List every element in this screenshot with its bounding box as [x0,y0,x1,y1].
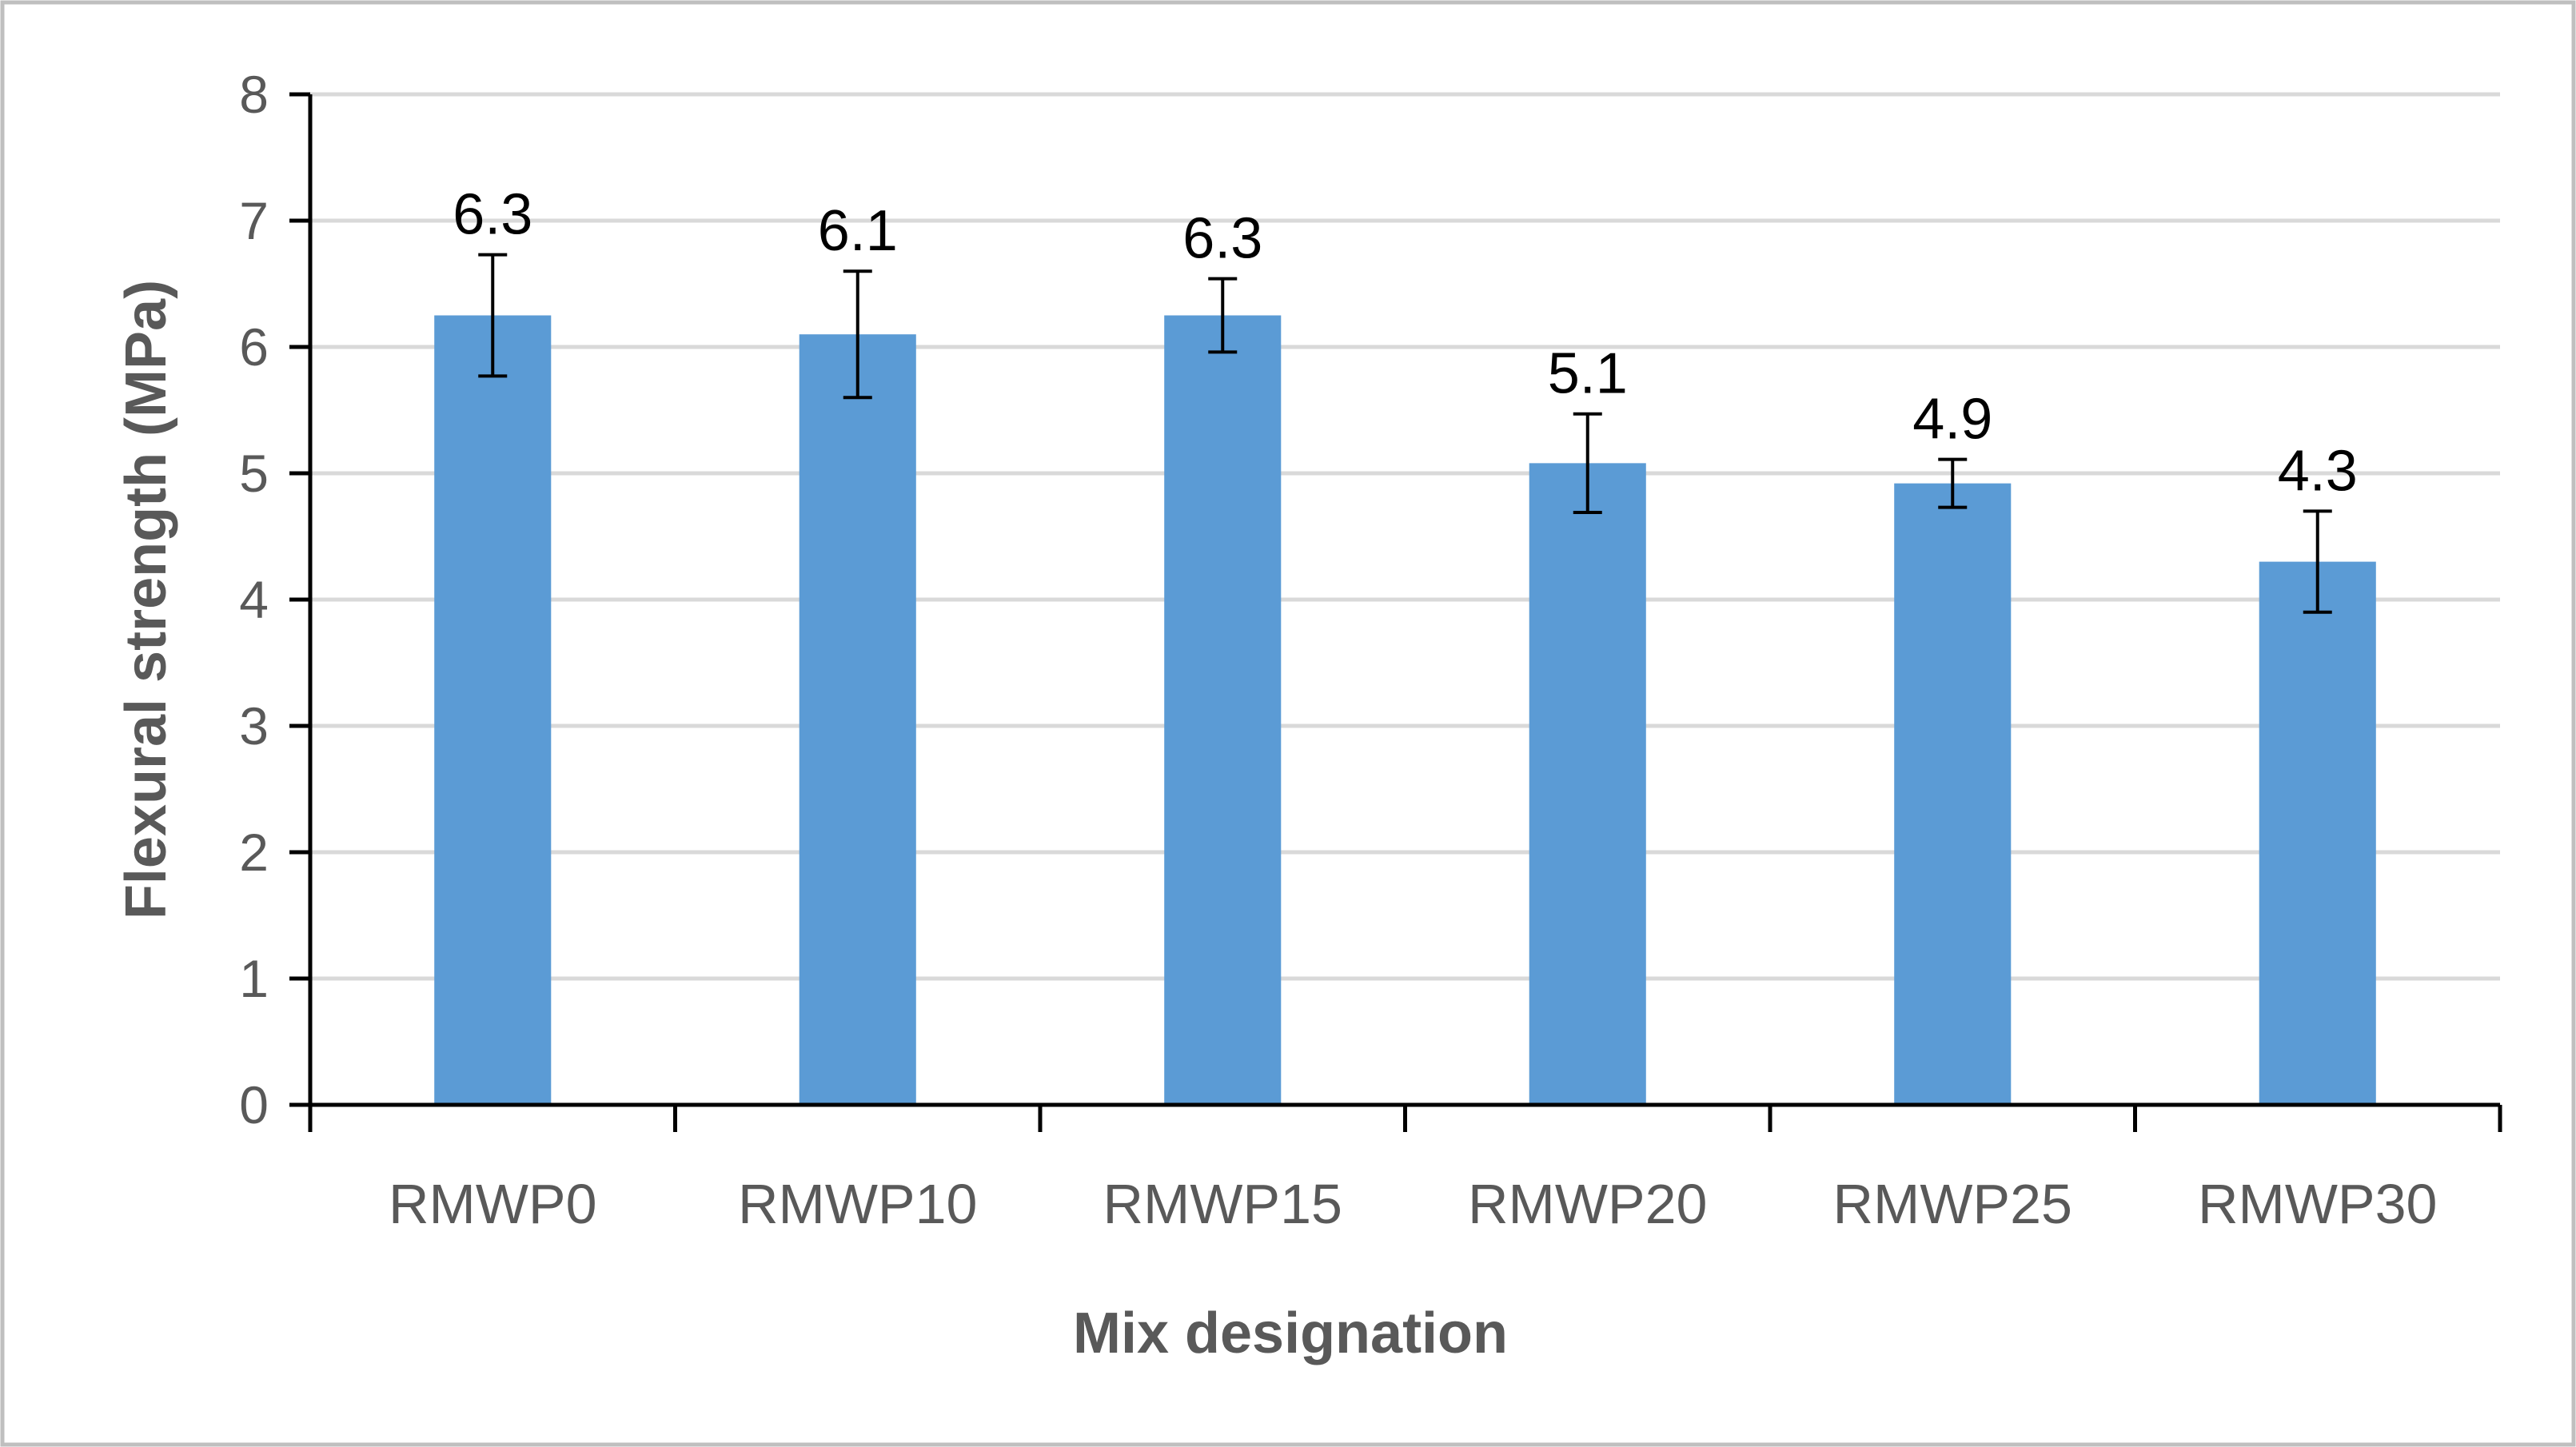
y-tick-label: 3 [239,696,269,755]
gridlines [310,92,2500,981]
bar [434,315,552,1105]
bars [434,315,2376,1105]
category-label: RMWP15 [1103,1173,1342,1235]
y-axis-title: Flexural strength (MPa) [114,280,178,919]
category-label: RMWP20 [1468,1173,1707,1235]
axes [289,92,2502,1132]
y-tick-label: 7 [239,191,269,250]
y-tick-label: 6 [239,317,269,377]
y-tick-label: 0 [239,1075,269,1134]
data-label: 6.3 [453,183,532,247]
error-bars [478,253,2332,614]
category-label: RMWP30 [2198,1173,2437,1235]
category-label: RMWP25 [1833,1173,2072,1235]
category-label: RMWP10 [738,1173,977,1235]
bar [1894,483,2012,1105]
data-label: 6.3 [1182,207,1262,271]
y-tick-label: 5 [239,444,269,503]
bar [2259,561,2376,1105]
data-label: 4.9 [1912,388,1992,452]
y-tick-label: 2 [239,823,269,882]
y-tick-label: 8 [239,65,269,124]
x-axis-title: Mix designation [1073,1302,1508,1365]
labels: 0 1 2 3 4 5 6 7 8 6.3 RMWP0 6.1 RMWP10 6.3 RMWP15 5.1 RM… [239,65,2437,1235]
category-label: RMWP0 [389,1173,597,1235]
y-tick-label: 1 [239,949,269,1008]
bar [1164,315,1282,1105]
y-tick-label: 4 [239,570,269,629]
data-label: 5.1 [1548,342,1628,406]
data-label: 4.3 [2278,439,2358,503]
data-label: 6.1 [818,199,898,263]
bar [799,334,916,1105]
bar [1529,463,1646,1105]
